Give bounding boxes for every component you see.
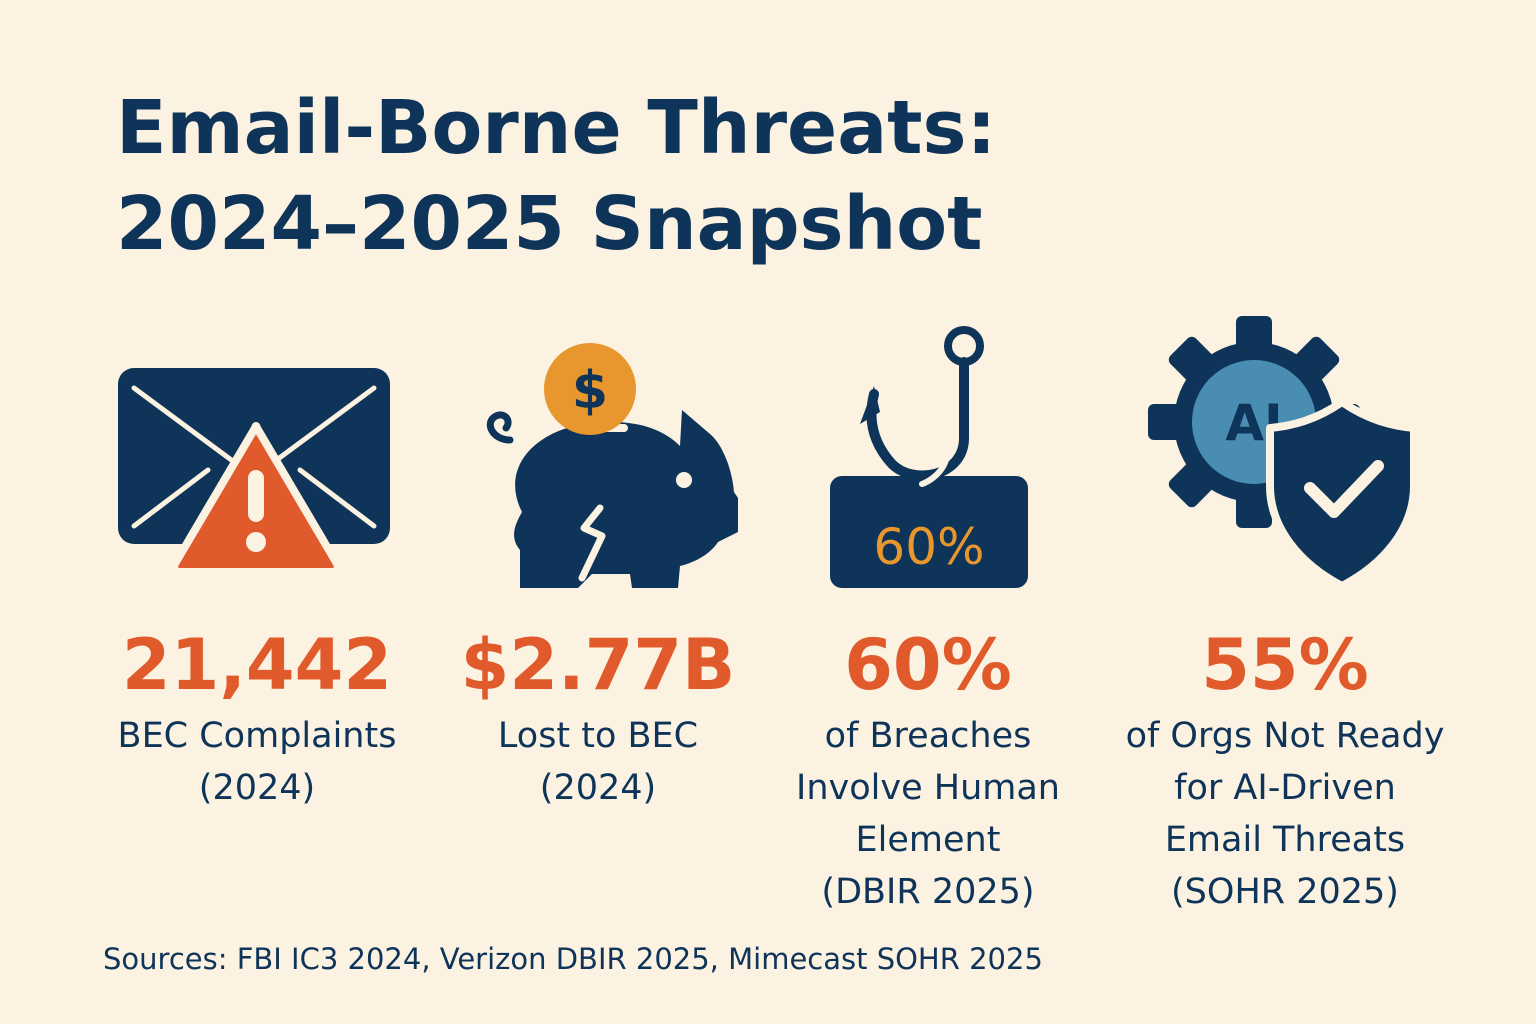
envelope-warning-icon	[118, 368, 390, 576]
stat-label-line: Element	[855, 820, 1001, 860]
stat-label-line: of Orgs Not Ready	[1125, 716, 1445, 756]
page-title: Email-Borne Threats: 2024–2025 Snapshot	[116, 80, 996, 272]
stat-label: of Orgs Not Ready for AI-Driven Email Th…	[1126, 710, 1445, 918]
stat-ai-readiness: 55% of Orgs Not Ready for AI-Driven Emai…	[1126, 620, 1445, 918]
stat-bec-losses: $2.77B Lost to BEC (2024)	[461, 620, 736, 814]
stat-value: 55%	[1201, 624, 1369, 706]
svg-text:$: $	[572, 361, 608, 421]
ai-gear-shield-icon: AI	[1148, 316, 1418, 588]
stat-value: 21,442	[121, 624, 393, 706]
stat-label: Lost to BEC (2024)	[461, 710, 736, 814]
title-line-2: 2024–2025 Snapshot	[116, 181, 983, 267]
stat-label-line: (DBIR 2025)	[821, 872, 1035, 912]
stat-label-line: Lost to BEC	[497, 716, 699, 756]
stat-bec-complaints: 21,442 BEC Complaints (2024)	[118, 620, 397, 814]
title-line-1: Email-Borne Threats:	[116, 85, 997, 171]
stat-label-line: Email Threats	[1164, 820, 1406, 860]
stat-label-line: of Breaches	[824, 716, 1032, 756]
sources-footnote: Sources: FBI IC3 2024, Verizon DBIR 2025…	[103, 942, 1043, 976]
phishing-hook-icon: 60%	[830, 326, 1028, 588]
stat-label-line: (2024)	[539, 768, 657, 808]
stat-label-line: (SOHR 2025)	[1171, 872, 1399, 912]
stat-label-line: BEC Complaints	[117, 716, 397, 756]
stat-label: BEC Complaints (2024)	[118, 710, 397, 814]
stat-label-line: for AI-Driven	[1174, 768, 1396, 808]
broken-piggy-bank-icon: $	[486, 343, 738, 588]
stat-value: 60%	[844, 624, 1012, 706]
phishing-badge-text: 60%	[873, 518, 984, 576]
stat-human-element-breaches: 60% of Breaches Involve Human Element (D…	[796, 620, 1060, 918]
stat-label-line: Involve Human	[796, 768, 1060, 808]
stat-label-line: (2024)	[198, 768, 316, 808]
stat-value: $2.77B	[460, 624, 736, 706]
stat-label: of Breaches Involve Human Element (DBIR …	[796, 710, 1060, 918]
